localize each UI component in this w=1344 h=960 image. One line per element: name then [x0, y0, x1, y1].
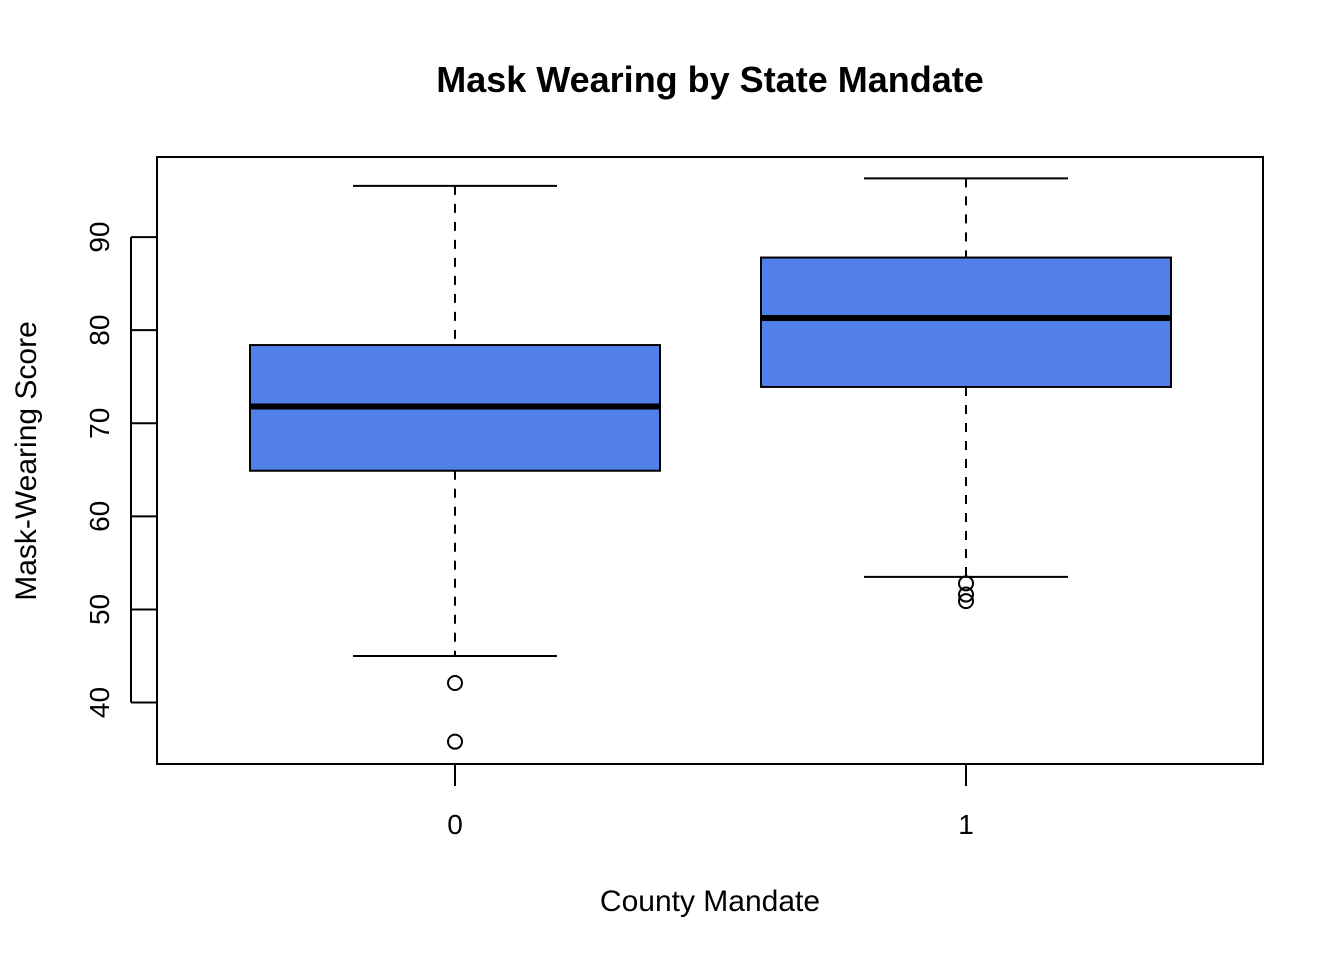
box-iqr — [760, 256, 1172, 388]
box-group-0 — [249, 184, 661, 750]
x-tick-label: 1 — [958, 809, 974, 840]
y-tick-label: 60 — [84, 501, 115, 532]
y-tick-label: 50 — [84, 594, 115, 625]
y-axis: 40 50 60 70 80 90 — [84, 221, 157, 718]
y-tick-label: 40 — [84, 687, 115, 718]
y-tick-label: 90 — [84, 221, 115, 252]
box-group-1 — [760, 177, 1172, 610]
x-tick-label: 0 — [447, 809, 463, 840]
plot-area — [249, 177, 1172, 750]
outlier-point — [958, 586, 974, 603]
y-tick-label: 70 — [84, 408, 115, 439]
y-axis-label: Mask-Wearing Score — [10, 321, 43, 601]
outlier-point — [958, 593, 974, 610]
outlier-point — [958, 575, 974, 592]
outlier-point — [447, 733, 463, 750]
outlier-point — [447, 675, 463, 692]
x-axis-label: County Mandate — [600, 885, 820, 918]
y-tick-label: 80 — [84, 315, 115, 346]
chart-title: Mask Wearing by State Mandate — [436, 59, 984, 100]
